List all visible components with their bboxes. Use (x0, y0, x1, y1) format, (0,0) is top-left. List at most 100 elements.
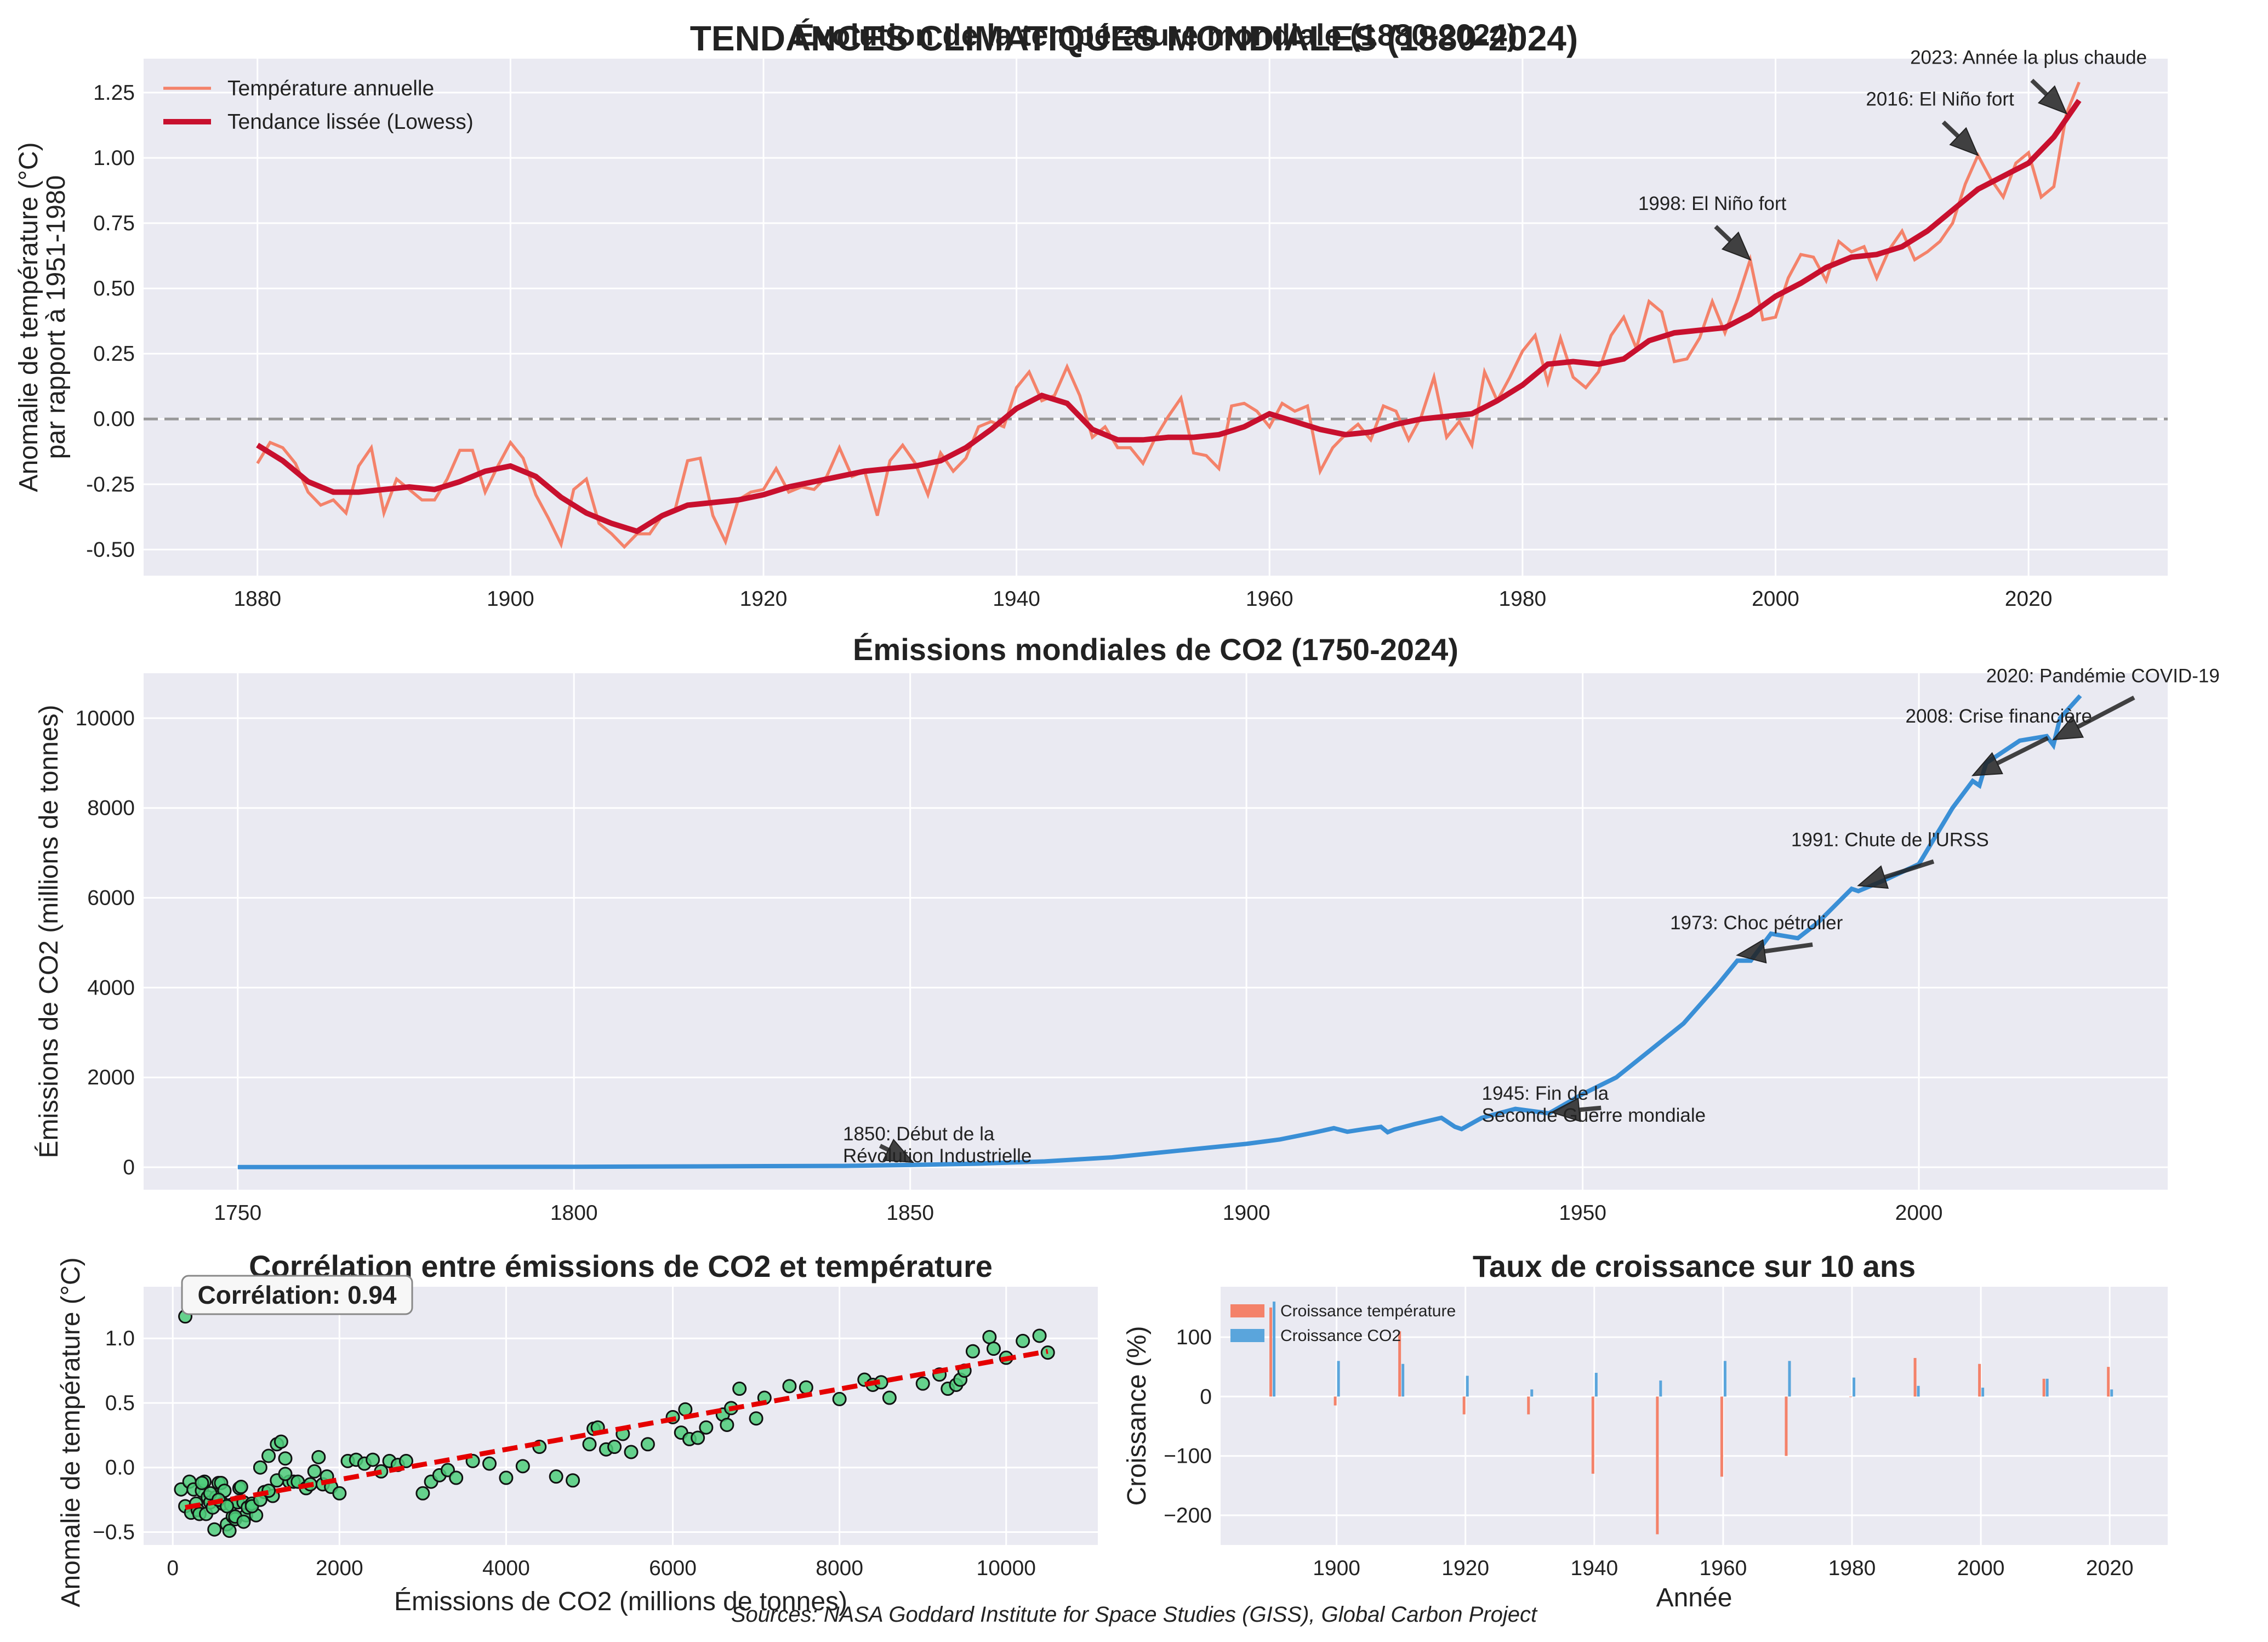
scatter-point (1032, 1328, 1047, 1343)
annotation-text: 1998: El Niño fort (1638, 193, 1787, 214)
scatter-point (732, 1382, 747, 1396)
y-axis-label: Émissions de CO2 (millions de tonnes) (35, 705, 64, 1158)
scatter-point (499, 1470, 514, 1485)
x-tick-label: 2000 (316, 1556, 363, 1580)
y-tick-label: 4000 (87, 976, 135, 999)
bar-co2 (1594, 1373, 1598, 1397)
x-tick-label: 10000 (977, 1556, 1036, 1580)
annotation-text: 1850: Début de la (843, 1123, 995, 1145)
x-axis-label: Émissions de CO2 (millions de tonnes) (394, 1587, 847, 1616)
panel-title: Émissions mondiales de CO2 (1750-2024) (853, 632, 1458, 667)
x-tick-label: 1920 (740, 587, 788, 611)
x-tick-label: 2000 (1752, 587, 1799, 611)
plot-area (144, 1287, 1098, 1545)
scatter-point (236, 1514, 251, 1529)
plot-area (1221, 1287, 2168, 1545)
bar-temperature (2042, 1378, 2045, 1397)
legend-label: Croissance température (1280, 1302, 1456, 1320)
legend-swatch-co2 (1230, 1329, 1264, 1342)
bar-temperature (1849, 1396, 1852, 1397)
arrow-shaft (2030, 78, 2048, 96)
y-tick-label: 8000 (87, 797, 135, 820)
scatter-point (1016, 1333, 1030, 1348)
y-tick-label: 0 (1200, 1385, 1212, 1408)
y-tick-label: -0.50 (86, 538, 135, 561)
scatter-point (832, 1391, 847, 1406)
figure-suptitle: TENDANCES CLIMATIQUES MONDIALES (1880-20… (690, 19, 1578, 58)
x-tick-label: 1950 (1559, 1201, 1606, 1225)
scatter-point (582, 1437, 597, 1452)
scatter-point (782, 1379, 797, 1394)
arrow-head (1721, 231, 1752, 261)
y-tick-label: 0.75 (93, 212, 135, 235)
bar-co2 (1788, 1361, 1791, 1397)
annotation-arrow (1736, 939, 1813, 964)
scatter-point (720, 1417, 734, 1432)
scatter-point (398, 1453, 413, 1468)
x-tick-label: 1960 (1246, 587, 1293, 611)
panel-3: 0 2000 4000 6000 8000 10000 −0.5 0.0 0.5 1.0 Corré… (56, 1249, 1098, 1616)
annotation-text: 2023: Année la plus chaude (1910, 47, 2147, 69)
y-tick-label: 0.0 (105, 1456, 135, 1480)
y-tick-label: −200 (1164, 1504, 1212, 1527)
scatter-point (415, 1486, 430, 1501)
bar-co2 (1401, 1363, 1405, 1397)
x-tick-label: 1900 (1223, 1201, 1270, 1225)
annotation-text: 1973: Choc pétrolier (1670, 912, 1843, 934)
bar-co2 (1659, 1380, 1662, 1397)
annotation-arrow (1971, 736, 2049, 776)
legend: Température annuelle Tendance lissée (Low… (163, 77, 474, 134)
y-tick-label: 1.0 (105, 1327, 135, 1350)
y-axis-label-line: Anomalie de température (°C) (14, 142, 43, 492)
scatter-point (515, 1459, 530, 1474)
arrow-head (1736, 939, 1767, 964)
annotation-arrow (2030, 78, 2068, 115)
y-tick-label: 0 (123, 1156, 135, 1179)
legend-swatch-temperature (1230, 1304, 1264, 1317)
arrow-shaft (2076, 695, 2135, 729)
x-tick-label: 1850 (886, 1201, 934, 1225)
bar-temperature (1656, 1396, 1659, 1535)
legend: Croissance température Croissance CO2 (1230, 1302, 1456, 1345)
arrow-head (1550, 1097, 1581, 1122)
arrow-head (2037, 85, 2068, 115)
x-tick-label: 6000 (649, 1556, 697, 1580)
bar-co2 (2045, 1378, 2049, 1397)
series-line-lowess-trend (256, 99, 2082, 535)
series-line-annual-temperature (256, 81, 2081, 549)
x-tick-label: 1960 (1700, 1556, 1747, 1580)
annotation-arrow (1857, 859, 1935, 889)
arrow-head (2052, 715, 2084, 741)
bar-co2 (2110, 1389, 2113, 1397)
y-tick-label: 0.25 (93, 342, 135, 366)
scatter-point (965, 1344, 980, 1359)
arrow-shaft (1884, 859, 1935, 879)
legend-label: Tendance lissée (Lowess) (227, 110, 474, 134)
x-tick-label: 1980 (1498, 587, 1546, 611)
arrow-shaft (1714, 225, 1732, 243)
y-axis-label-line: par rapport à 1951-1980 (42, 175, 71, 459)
panel-1: 1880 1900 1920 1940 1960 1980 2000 2020 -0.50 -0.… (14, 18, 2168, 611)
bar-temperature (1978, 1363, 1981, 1397)
scatter-point (449, 1470, 464, 1485)
y-tick-label: 0.5 (105, 1391, 135, 1415)
y-axis-label: Anomalie de température (°C)par rapport … (14, 142, 71, 492)
bar-co2 (1530, 1389, 1534, 1397)
x-tick-label: 1920 (1441, 1556, 1489, 1580)
y-axis-label: Anomalie de température (°C) (56, 1257, 86, 1607)
y-tick-label: 1.25 (93, 81, 135, 105)
scatter-point (691, 1430, 705, 1445)
panel-2: 1750 1800 1850 1900 1950 2000 0 2000 4000 6000 800… (35, 632, 2220, 1225)
plot-area (144, 673, 2168, 1190)
scatter-point (549, 1469, 563, 1484)
annotation-text: 2008: Crise financière (1906, 706, 2092, 727)
scatter-point (332, 1486, 347, 1501)
scatter-point (233, 1480, 248, 1495)
y-tick-label: 10000 (76, 707, 135, 730)
bar-co2 (1273, 1302, 1276, 1397)
x-tick-label: 2020 (2086, 1556, 2134, 1580)
y-tick-label: −100 (1164, 1445, 1212, 1468)
arrow-shaft (1579, 1105, 1602, 1112)
plot-area (144, 59, 2168, 576)
